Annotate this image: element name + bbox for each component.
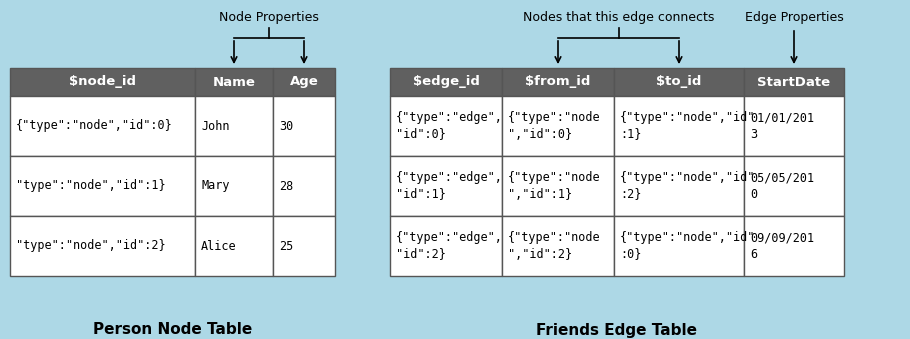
Bar [502,156,614,216]
Bar [614,216,744,276]
Bar [614,68,744,96]
Bar [502,216,614,276]
Text: 05/05/201
0: 05/05/201 0 [750,172,814,200]
Text: {"type":"node
","id":2}: {"type":"node ","id":2} [508,232,601,260]
Text: Age: Age [289,76,318,88]
Text: Friends Edge Table: Friends Edge Table [537,322,697,338]
Bar [273,68,335,96]
Text: 25: 25 [279,239,293,253]
Text: {"type":"node","id":0}: {"type":"node","id":0} [16,120,173,133]
Text: John: John [201,120,229,133]
Text: $node_id: $node_id [69,76,136,88]
Text: $to_id: $to_id [656,76,702,88]
Bar [614,96,744,156]
Text: {"type":"node
","id":1}: {"type":"node ","id":1} [508,172,601,200]
Text: 30: 30 [279,120,293,133]
Text: 28: 28 [279,179,293,193]
Text: 09/09/201
6: 09/09/201 6 [750,232,814,260]
Text: $from_id: $from_id [525,76,591,88]
Bar [10,156,195,216]
Text: {"type":"node","id"
:1}: {"type":"node","id" :1} [620,112,755,140]
Bar [744,68,844,96]
Bar [744,156,844,216]
Text: $edge_id: $edge_id [412,76,480,88]
Bar [195,216,273,276]
Bar [195,96,273,156]
Text: Mary: Mary [201,179,229,193]
Bar [502,68,614,96]
Text: {"type":"node
","id":0}: {"type":"node ","id":0} [508,112,601,140]
Bar [390,96,502,156]
Bar [195,68,273,96]
Text: {"type":"node","id"
:2}: {"type":"node","id" :2} [620,172,755,200]
Text: {"type":"edge",
"id":0}: {"type":"edge", "id":0} [396,112,503,140]
Text: "type":"node","id":2}: "type":"node","id":2} [16,239,166,253]
Bar [390,216,502,276]
Text: Person Node Table: Person Node Table [93,322,252,338]
Bar [744,216,844,276]
Bar [390,68,502,96]
Bar [273,216,335,276]
Bar [502,96,614,156]
Bar [744,96,844,156]
Text: Alice: Alice [201,239,237,253]
Text: Nodes that this edge connects: Nodes that this edge connects [523,12,714,24]
Bar [195,156,273,216]
Bar [10,96,195,156]
Text: "type":"node","id":1}: "type":"node","id":1} [16,179,166,193]
Text: Name: Name [213,76,256,88]
Text: {"type":"node","id"
:0}: {"type":"node","id" :0} [620,232,755,260]
Bar [614,156,744,216]
Bar [390,156,502,216]
Bar [10,216,195,276]
Bar [273,96,335,156]
Text: {"type":"edge",
"id":1}: {"type":"edge", "id":1} [396,172,503,200]
Text: Edge Properties: Edge Properties [744,12,844,24]
Text: 01/01/201
3: 01/01/201 3 [750,112,814,140]
Text: {"type":"edge",
"id":2}: {"type":"edge", "id":2} [396,232,503,260]
Bar [273,156,335,216]
Text: StartDate: StartDate [757,76,831,88]
Text: Node Properties: Node Properties [219,12,318,24]
Bar [10,68,195,96]
